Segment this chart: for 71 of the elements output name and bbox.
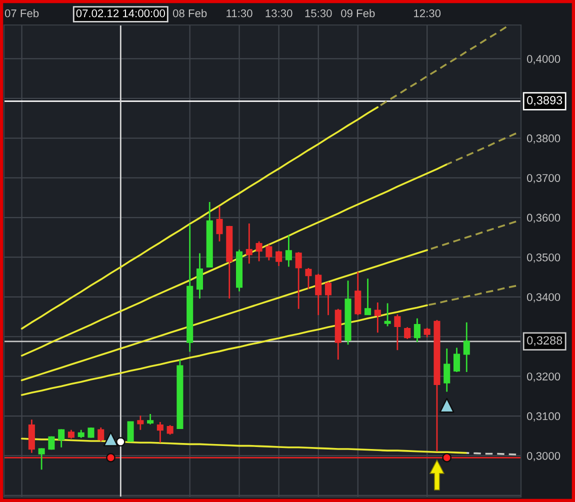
candlestick xyxy=(28,418,35,454)
candlestick xyxy=(88,426,94,439)
y-tick-label: 0,3000 xyxy=(526,452,560,462)
candlestick xyxy=(305,267,312,290)
candlestick xyxy=(236,248,243,292)
line-series xyxy=(20,106,379,330)
candlestick xyxy=(176,358,184,430)
candlestick xyxy=(38,447,45,470)
candlestick xyxy=(295,251,302,310)
candlestick xyxy=(48,436,55,450)
candlestick xyxy=(166,424,174,436)
candlestick xyxy=(344,280,352,346)
candlestick xyxy=(78,429,84,439)
candlestick xyxy=(206,201,213,268)
candlestick xyxy=(226,225,233,300)
candlestick xyxy=(196,252,203,300)
candlestick xyxy=(127,421,134,443)
y-tick-label: 0,3200 xyxy=(526,372,560,382)
candlestick xyxy=(364,278,372,316)
candlestick xyxy=(285,234,292,268)
candlestick xyxy=(444,348,450,392)
candlestick xyxy=(147,413,154,426)
candlestick xyxy=(315,273,322,316)
point xyxy=(442,453,452,462)
candlestick xyxy=(137,414,144,431)
candlestick xyxy=(98,426,104,442)
x-tick-label: 07 Feb xyxy=(4,9,39,18)
candlestick xyxy=(58,428,65,448)
candlestick xyxy=(384,302,391,327)
y-tick-label: 0,3800 xyxy=(526,134,560,144)
candlestick xyxy=(394,314,401,351)
y-tick-label: 0,4000 xyxy=(526,55,560,64)
candlestick xyxy=(453,347,460,373)
point xyxy=(106,453,116,462)
candlestick xyxy=(463,322,470,373)
y-tick-label: 0,3500 xyxy=(526,253,560,263)
candlestick xyxy=(374,302,381,334)
candlestick xyxy=(256,240,262,262)
x-tick-label: 12:30 xyxy=(414,9,441,18)
x-tick-label: 13:30 xyxy=(266,9,292,18)
ref-line-label: 0,3893 xyxy=(527,96,562,106)
candlestick xyxy=(404,326,411,340)
ref-line-label: 0,3288 xyxy=(527,336,562,346)
point xyxy=(116,437,126,446)
line-series xyxy=(20,163,448,357)
point xyxy=(439,398,454,413)
x-tick-label: 07.02.12 14:00:00 xyxy=(76,9,166,18)
candlestick xyxy=(186,224,194,352)
candlestick xyxy=(414,318,420,343)
candlestick xyxy=(156,421,164,444)
candlestick xyxy=(216,206,223,242)
candlestick xyxy=(354,271,362,316)
line-series xyxy=(20,249,428,382)
candlestick xyxy=(424,327,430,338)
candlestick xyxy=(276,250,282,267)
point xyxy=(103,432,118,446)
y-tick-label: 0,3400 xyxy=(526,293,560,302)
x-tick-label: 08 Feb xyxy=(172,9,207,18)
line-series xyxy=(20,304,428,396)
x-tick-label: 15:30 xyxy=(305,9,332,18)
candlestick xyxy=(434,319,440,452)
candlestick xyxy=(246,222,252,264)
candlestick xyxy=(266,244,272,262)
y-tick-label: 0,3600 xyxy=(526,214,560,223)
y-tick-label: 0,3700 xyxy=(526,174,560,184)
x-tick-label: 11:30 xyxy=(226,9,252,18)
candlestick xyxy=(68,429,74,440)
y-tick-label: 0,3100 xyxy=(526,412,560,422)
candlestick xyxy=(334,308,342,360)
x-tick-label: 09 Feb xyxy=(341,9,375,18)
candlestick xyxy=(324,281,332,316)
